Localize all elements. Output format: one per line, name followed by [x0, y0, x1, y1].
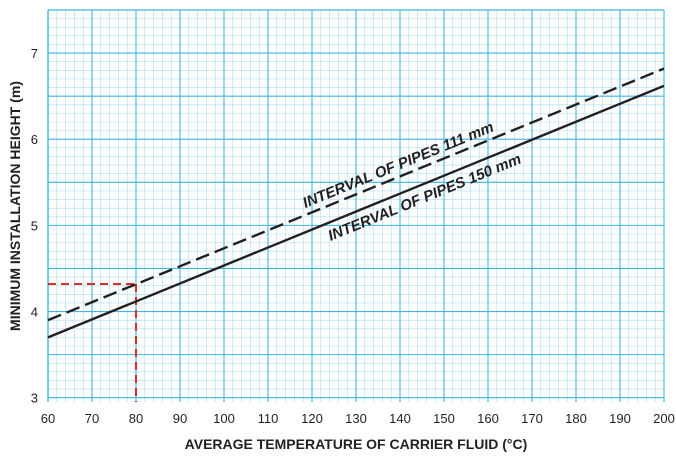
y-tick-label: 3	[31, 391, 38, 406]
y-tick-label: 5	[31, 218, 38, 233]
x-tick-label: 90	[173, 411, 187, 426]
series-line-150mm	[47, 84, 665, 339]
series-line-111mm	[47, 67, 665, 322]
x-tick-labels: 60 70 80 90 100 110 120 130 140 150 160 170 180 190 20…	[41, 411, 675, 426]
x-axis-title: AVERAGE TEMPERATURE OF CARRIER FLUID (°C…	[185, 436, 528, 452]
major-grid	[47, 9, 665, 402]
x-tick-label: 110	[258, 411, 279, 426]
x-tick-label: 160	[477, 411, 499, 426]
y-axis-title: MINIMUM INSTALLATION HEIGHT (m)	[7, 81, 23, 331]
series-lines	[47, 67, 665, 339]
x-tick-label: 100	[213, 411, 235, 426]
y-tick-label: 7	[31, 46, 38, 61]
x-tick-label: 120	[301, 411, 323, 426]
x-tick-label: 140	[389, 411, 411, 426]
y-tick-label: 4	[31, 305, 38, 320]
x-tick-label: 130	[345, 411, 367, 426]
x-tick-label: 180	[565, 411, 587, 426]
x-tick-label: 200	[653, 411, 675, 426]
x-tick-label: 190	[609, 411, 631, 426]
x-tick-label: 170	[521, 411, 543, 426]
x-tick-label: 70	[85, 411, 99, 426]
x-tick-label: 60	[41, 411, 55, 426]
x-tick-label: 80	[129, 411, 143, 426]
y-tick-label: 6	[31, 132, 38, 147]
y-tick-labels: 3 4 5 6 7	[31, 46, 38, 406]
x-tick-label: 150	[433, 411, 455, 426]
reference-lines	[48, 282, 137, 402]
